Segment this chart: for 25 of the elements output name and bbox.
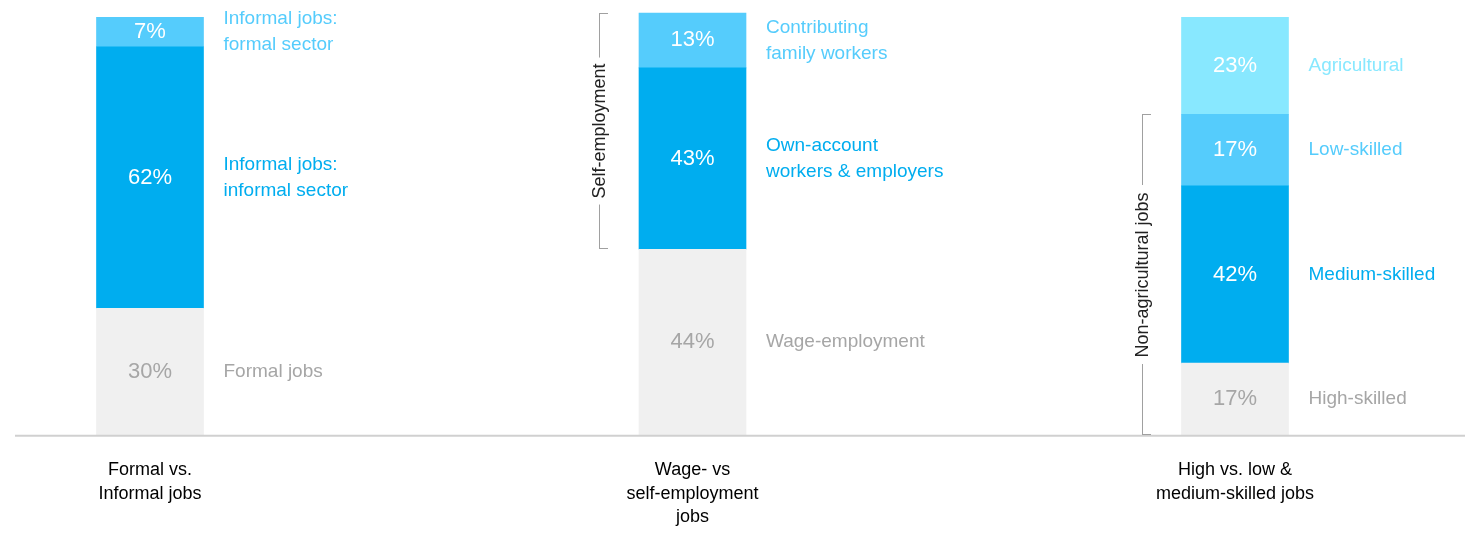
data-label: 17%: [1212, 385, 1258, 411]
series-label: Contributing family workers: [766, 15, 888, 63]
series-label: Agricultural: [1308, 53, 1404, 75]
data-label: 44%: [670, 328, 715, 354]
series-label: Low-skilled: [1308, 138, 1403, 160]
data-label: 7%: [134, 18, 166, 44]
series-label: Wage-employment: [766, 330, 926, 352]
series-label: Formal jobs: [223, 359, 323, 381]
data-label: 43%: [670, 144, 715, 170]
x-tick-label: Formal vs. Informal jobs: [98, 459, 202, 503]
data-label: 30%: [127, 357, 173, 383]
data-label: 42%: [1212, 260, 1258, 286]
series-label: Own-account workers & employers: [765, 133, 944, 181]
x-tick-label: Wage- vs self-employment jobs: [626, 459, 759, 527]
series-label: Informal jobs: formal sector: [223, 7, 338, 55]
x-tick-label: High vs. low & medium-skilled jobs: [1155, 459, 1315, 503]
data-label: 23%: [1212, 51, 1258, 77]
data-label: 62%: [127, 163, 173, 189]
series-label: Medium-skilled: [1308, 262, 1436, 284]
annotation: Non-agricultural jobs: [1131, 185, 1152, 364]
annotation: Self-employment: [588, 57, 610, 205]
data-label: 13%: [670, 26, 715, 52]
series-label: Informal jobs: informal sector: [223, 152, 349, 200]
data-label: 17%: [1212, 136, 1258, 162]
series-label: High-skilled: [1308, 387, 1407, 409]
